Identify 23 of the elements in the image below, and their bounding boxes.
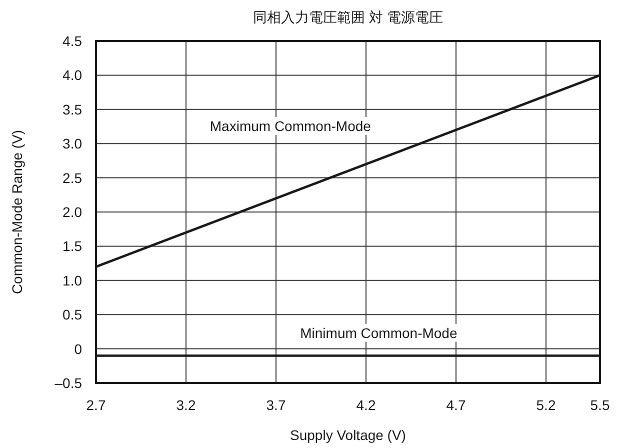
- y-tick-label: 2.0: [62, 204, 82, 220]
- x-axis-title: Supply Voltage (V): [290, 427, 406, 443]
- series-label: Minimum Common-Mode: [300, 324, 458, 341]
- chart-title: 同相入力電圧範囲 対 電源電圧: [253, 9, 443, 25]
- y-tick-label: 3.5: [62, 101, 82, 118]
- y-tick-label: 4.5: [62, 33, 82, 49]
- x-tick-label: 5.5: [590, 397, 610, 413]
- y-tick-label: –0.5: [54, 375, 82, 391]
- y-tick-label: 1.0: [62, 272, 82, 288]
- x-tick-label: 3.7: [266, 397, 286, 413]
- x-tick-label: 4.2: [356, 397, 376, 413]
- y-tick-label: 1.5: [62, 238, 82, 254]
- y-tick-label: 2.5: [62, 170, 82, 186]
- y-tick-label: 0.5: [62, 306, 82, 323]
- x-tick-label: 2.7: [86, 397, 106, 413]
- y-axis-title: Common-Mode Range (V): [9, 130, 25, 294]
- series-label: Maximum Common-Mode: [210, 118, 372, 134]
- y-tick-label: 4.0: [62, 67, 82, 84]
- x-tick-label: 3.2: [176, 397, 196, 413]
- y-tick-label: 3.0: [62, 136, 82, 152]
- x-tick-label: 4.7: [446, 397, 466, 413]
- y-tick-label: 0: [74, 340, 82, 357]
- x-tick-label: 5.2: [536, 397, 556, 413]
